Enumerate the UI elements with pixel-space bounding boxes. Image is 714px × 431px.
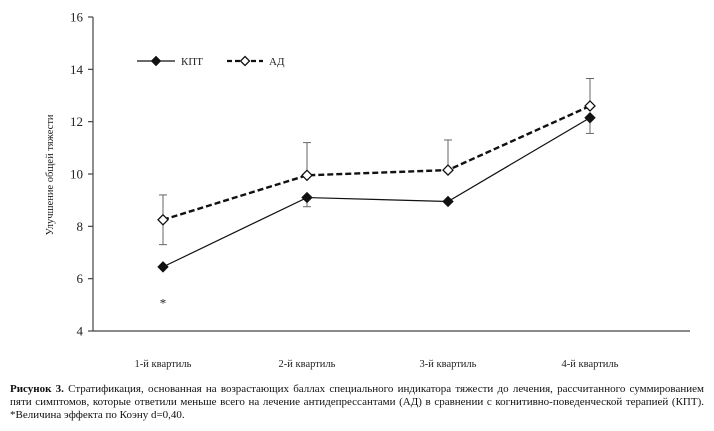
legend: КПТ АД [137,55,285,68]
series-line-1 [162,117,591,268]
figure-caption: Рисунок 3. Стратификация, основанная на … [10,383,704,422]
y-tick-label: 8 [77,219,84,234]
data-point [301,169,313,182]
y-tick-label: 16 [70,10,84,25]
data-point [157,213,169,226]
y-tick-label: 6 [77,271,84,286]
x-tick-label: 1-й квартиль [135,359,192,370]
y-tick-label: 12 [70,114,83,129]
series-layer: * [157,77,596,311]
chart-figure: 4 6 8 10 12 14 16 1-й квартиль 2-й квартиль 3-й к… [45,10,690,370]
y-tick-label: 4 [77,324,84,339]
data-point [584,100,596,112]
significance-annotation: * [160,296,167,311]
data-point [157,261,169,273]
y-tick-label: 10 [70,167,83,182]
data-point [442,195,454,208]
x-tick-label: 3-й квартиль [420,359,477,370]
line-chart: 4 6 8 10 12 14 16 1-й квартиль 2-й квартиль 3-й к… [45,10,690,370]
series-line-2 [162,104,591,221]
y-tick-label: 14 [70,62,84,77]
legend-label-2: АД [269,56,285,68]
x-tick-label: 4-й квартиль [562,359,619,370]
x-tick-label: 2-й квартиль [279,359,336,370]
legend-marker-2 [239,55,251,67]
caption-label: Рисунок 3. [10,383,64,395]
legend-marker-1 [150,55,162,67]
y-axis-label: Улучшение общей тяжести [45,114,56,235]
legend-label-1: КПТ [181,56,203,68]
data-point [442,164,454,176]
data-point [584,112,596,124]
caption-text: Стратификация, основанная на возрастающи… [10,383,704,421]
chart-axes: 4 6 8 10 12 14 16 1-й квартиль 2-й квартиль 3-й к… [70,10,690,370]
data-point [301,191,313,204]
